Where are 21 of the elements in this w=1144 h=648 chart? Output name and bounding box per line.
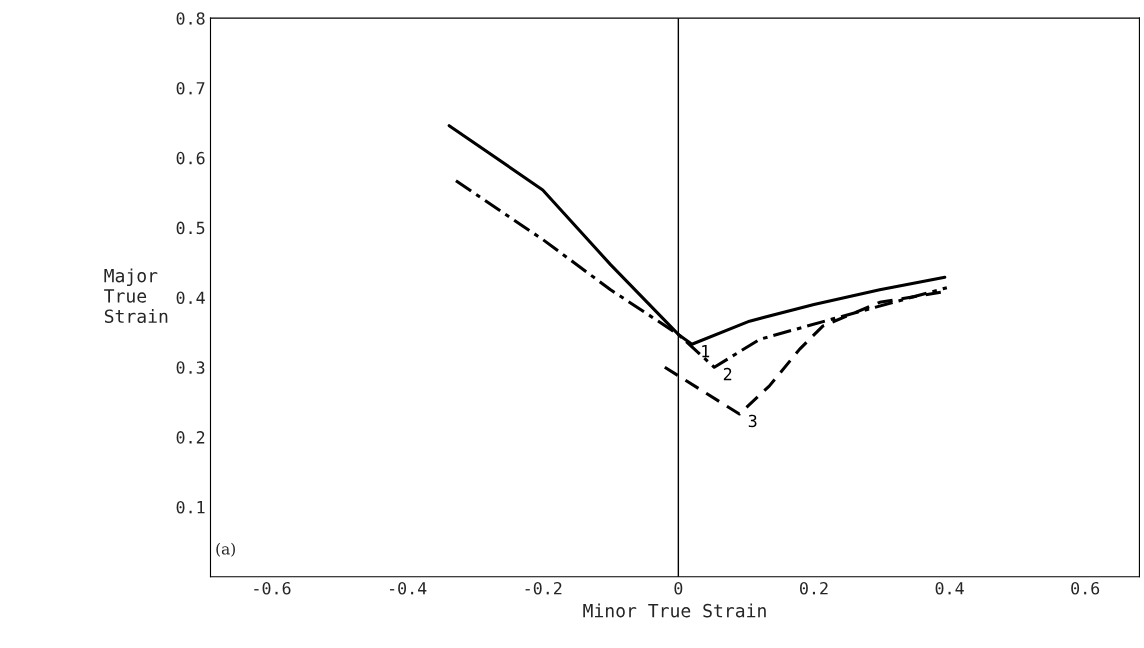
y-tick-label: 0.5 [176,221,205,235]
y-tick-label: 0.4 [176,291,205,305]
y-tick-label: 0.2 [176,431,205,444]
x-tick-label: 0.2 [799,581,828,595]
x-tick-label: -0.6 [254,581,291,595]
y-tick-label: 0.8 [176,12,205,25]
x-tick-label: -0.2 [525,581,562,595]
x-tick-label: 0.4 [935,581,964,595]
y-tick-label: 0.3 [176,361,205,374]
series-label: 3 [748,414,757,428]
y-tick-label: 0.1 [176,500,205,514]
x-tick-label: -0.4 [389,581,427,595]
y-tick-label: 0.6 [176,151,205,165]
y-axis-title: Major True Strain [104,268,168,324]
annotation: (a) [216,542,235,557]
series-label: 1 [702,345,710,358]
x-axis-title: Minor True Strain [583,603,766,618]
x-tick-label: 0 [674,581,683,595]
y-tick-label: 0.7 [176,81,205,95]
series-label: 2 [723,367,732,381]
x-tick-label: 0.6 [1071,581,1100,595]
